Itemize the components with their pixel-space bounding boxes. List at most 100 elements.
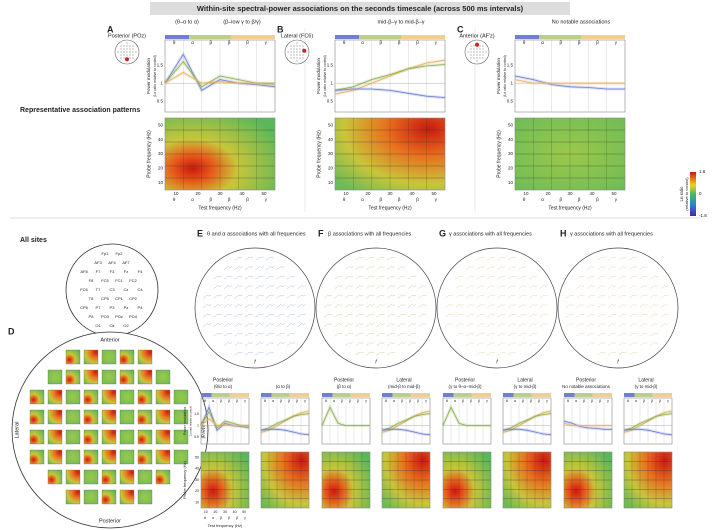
panel-title: γ associations with all frequencies bbox=[449, 231, 532, 237]
y-tick-label: 30 bbox=[158, 151, 164, 156]
site-trace bbox=[649, 304, 659, 308]
site-trace bbox=[518, 342, 527, 346]
band-bar bbox=[471, 393, 491, 397]
x-tick-label: 40 bbox=[409, 191, 415, 196]
band-label: θ bbox=[325, 399, 327, 403]
heatmap-frame bbox=[563, 451, 613, 509]
site-trace bbox=[518, 266, 527, 270]
figure-title: Within-site spectral-power associations … bbox=[197, 4, 524, 13]
site-trace bbox=[618, 256, 627, 261]
electrode-dot bbox=[129, 51, 131, 53]
electrode-dot bbox=[126, 51, 128, 53]
site-trace bbox=[355, 266, 364, 270]
site-trace bbox=[397, 266, 406, 270]
site-trace bbox=[297, 285, 306, 289]
site-trace bbox=[628, 304, 638, 308]
site-heatmap bbox=[101, 429, 117, 445]
electrode-label: P4 bbox=[138, 305, 144, 310]
electrode-dot bbox=[482, 57, 484, 59]
site-trace bbox=[286, 304, 296, 308]
site-trace bbox=[660, 294, 669, 299]
site-trace bbox=[286, 294, 296, 299]
site-trace bbox=[234, 351, 243, 356]
panel-label: A bbox=[107, 24, 114, 34]
x-tick-label: 40 bbox=[239, 191, 245, 196]
site-trace bbox=[365, 294, 375, 299]
x-tick-label: 40 bbox=[233, 510, 237, 514]
site-trace bbox=[265, 266, 275, 270]
electrode-dot bbox=[296, 54, 298, 56]
site-trace bbox=[465, 285, 475, 289]
site-trace bbox=[386, 285, 396, 289]
site-trace bbox=[244, 275, 254, 280]
axis-label: Test frequency (Hz) bbox=[208, 523, 243, 528]
site-trace bbox=[265, 256, 275, 261]
site-trace bbox=[276, 332, 285, 337]
heatmap-frame bbox=[334, 117, 446, 191]
band-label: β bbox=[357, 399, 359, 403]
site-trace bbox=[639, 304, 648, 308]
site-trace bbox=[286, 285, 296, 289]
site-name: Posterior bbox=[334, 377, 354, 383]
site-trace bbox=[618, 313, 627, 318]
site-heatmap bbox=[173, 449, 189, 465]
site-trace bbox=[223, 332, 233, 337]
electrode-dot bbox=[470, 54, 472, 56]
band-label: γ bbox=[435, 40, 438, 45]
center-label: f bbox=[617, 359, 619, 365]
site-trace bbox=[365, 275, 375, 280]
site-trace bbox=[234, 304, 243, 308]
site-trace bbox=[597, 285, 606, 289]
electrode-dot bbox=[287, 51, 289, 53]
site-heatmap bbox=[65, 449, 81, 465]
electrode-dot bbox=[482, 45, 484, 47]
electrode-label: FC1 bbox=[115, 278, 123, 283]
site-note: (γ to θ–α–mid-β) bbox=[449, 384, 482, 389]
heatmap-frame bbox=[623, 451, 673, 509]
site-trace bbox=[497, 285, 506, 289]
x-tick-label: 30 bbox=[223, 510, 227, 514]
electrode-label: T7 bbox=[96, 287, 101, 292]
y-tick-label: 30 bbox=[508, 151, 514, 156]
site-trace bbox=[576, 313, 585, 318]
x-tick-label: 50 bbox=[242, 510, 246, 514]
trace bbox=[563, 422, 612, 426]
band-label: α bbox=[541, 40, 544, 45]
annotation: (β–low γ to β/γ) bbox=[223, 19, 261, 25]
site-trace bbox=[297, 323, 306, 327]
band-label: θ bbox=[446, 399, 448, 403]
site-trace bbox=[365, 351, 375, 356]
site-trace bbox=[497, 323, 506, 327]
site-trace bbox=[528, 313, 538, 318]
band-bar bbox=[592, 393, 612, 397]
site-trace bbox=[376, 285, 385, 289]
site-trace bbox=[344, 275, 354, 280]
site-trace bbox=[565, 323, 575, 327]
site-trace bbox=[244, 313, 254, 318]
site-trace bbox=[234, 342, 243, 346]
site-heatmap bbox=[47, 409, 63, 425]
trace bbox=[321, 406, 370, 426]
y-tick-label: 50 bbox=[508, 122, 514, 127]
site-trace bbox=[486, 313, 496, 318]
site-heatmap bbox=[65, 409, 81, 425]
colorbar-tick: -1.8 bbox=[699, 213, 707, 218]
trace bbox=[514, 79, 625, 84]
site-trace bbox=[255, 313, 264, 318]
site-trace bbox=[397, 294, 406, 299]
x-tick-label: 10 bbox=[343, 191, 349, 196]
electrode-label: O1 bbox=[95, 323, 101, 328]
electrode-dot bbox=[479, 54, 481, 56]
panel-label: C bbox=[457, 24, 464, 34]
band-label: β bbox=[228, 197, 231, 202]
site-trace bbox=[265, 342, 275, 346]
site-trace bbox=[465, 275, 475, 280]
site-trace bbox=[618, 304, 627, 308]
site-trace bbox=[255, 275, 264, 280]
site-trace bbox=[297, 294, 306, 299]
trace bbox=[502, 413, 552, 431]
site-trace bbox=[539, 304, 548, 308]
electrode-dot bbox=[479, 48, 481, 50]
band-label: β bbox=[296, 399, 298, 403]
site-trace bbox=[497, 313, 506, 318]
